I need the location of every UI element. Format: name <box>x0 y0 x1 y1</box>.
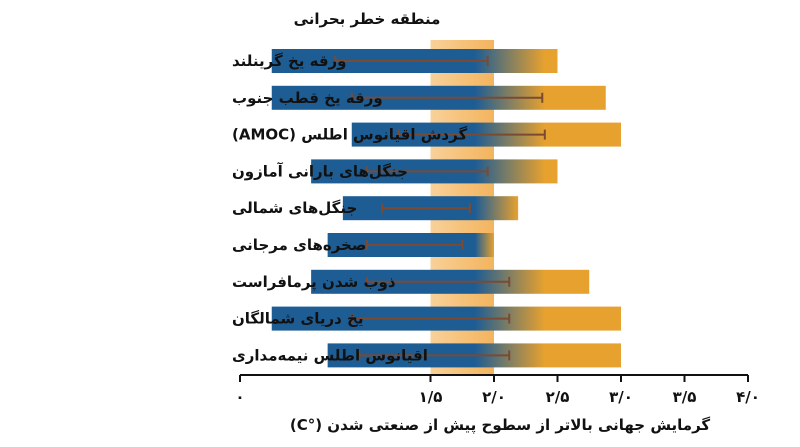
category-label-1: ورقه یخ گرینلند <box>232 52 347 70</box>
category-label-6: صخره‌های مرجانی <box>232 236 366 254</box>
whisker-8 <box>350 313 511 324</box>
category-label-4: جنگل‌های بارانی آمازون <box>232 162 408 180</box>
whisker-3 <box>397 129 546 140</box>
x-tick-label-4: ۲/۵ <box>546 388 570 406</box>
category-label-5: جنگل‌های شمالی <box>232 199 357 217</box>
x-tick-label-3: ۲/۰ <box>482 388 506 406</box>
category-label-7: ذوب شدن پرمافراست <box>232 273 396 292</box>
whisker-2 <box>350 92 544 103</box>
whisker-7 <box>366 276 511 287</box>
whisker-6 <box>366 240 464 250</box>
x-tick-label-5: ۳/۰ <box>609 388 633 406</box>
x-axis-title: گرمایش جهانی بالاتر از سطوح پیش از صنعتی… <box>290 416 711 435</box>
category-label-2: ورقه یخ قطب جنوب <box>232 89 383 107</box>
whisker-5 <box>381 203 471 214</box>
whisker-1 <box>334 56 489 66</box>
whisker-9 <box>358 350 511 361</box>
x-tick-label-7: ۴/۰ <box>736 388 760 406</box>
x-tick-label-6: ۳/۵ <box>673 388 697 406</box>
category-label-8: یخ دریای شمالگان <box>232 310 363 328</box>
x-tick-label-2: ۱/۵ <box>419 388 443 406</box>
critical-zone-label: منطقه خطر بحرانی <box>294 10 441 28</box>
category-label-3: گردش اقیانوس اطلس (AMOC) <box>232 126 467 144</box>
category-label-9: اقیانوس اطلس نیمه‌مداری <box>232 346 428 364</box>
x-tick-label-1: ۰ <box>235 388 244 406</box>
whisker-4 <box>366 166 489 177</box>
